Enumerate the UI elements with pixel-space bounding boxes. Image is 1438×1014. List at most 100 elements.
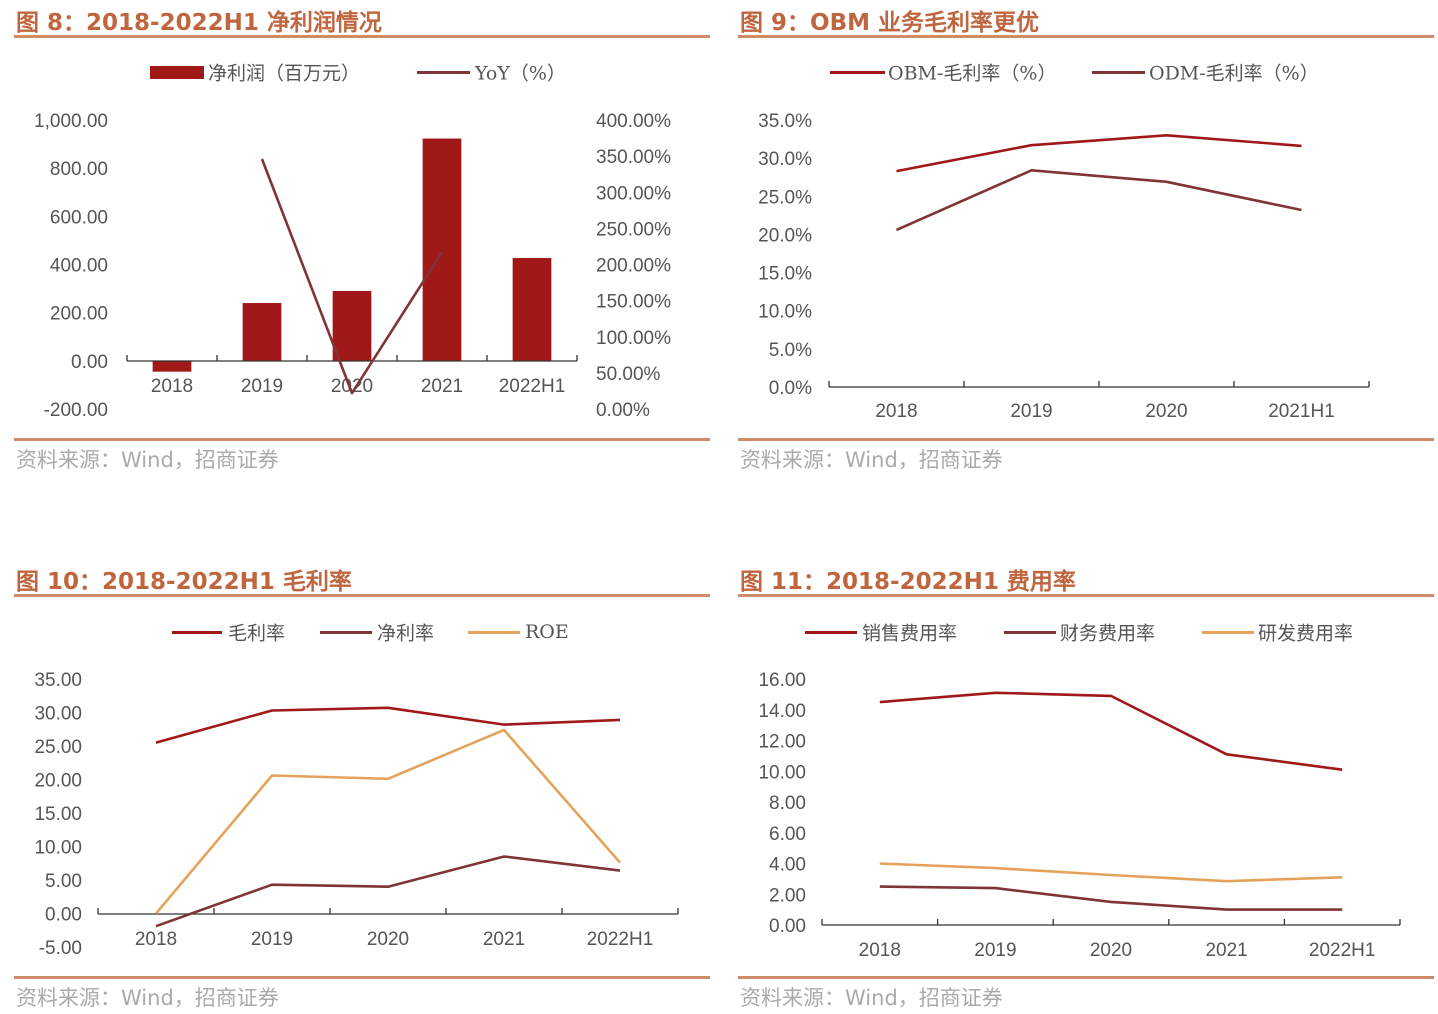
legend-obm: OBM-毛利率（%） [888,62,1057,85]
chart1-series-line-0 [896,134,1302,173]
chart9-title: 图 9：OBM 业务毛利率更优 [740,10,1039,36]
legend-yoy: YoY（%） [475,62,566,85]
legend-swatch-rd-expense [1202,631,1254,634]
chart3-ytick-label: 12.00 [758,732,806,753]
chart3-ytick-label: 10.00 [758,762,806,783]
chart0-y2tick-label: 400.00% [596,111,671,132]
chart0-ytick-label: 600.00 [50,207,108,228]
chart0-series-line-1 [260,158,444,395]
chart0-bar-2021 [422,138,462,361]
chart0-y2tick-label: 150.00% [596,292,671,313]
legend-selling-expense: 销售费用率 [862,622,958,645]
chart0-bar-2020 [332,290,372,361]
chart2-category-label: 2020 [367,929,409,950]
chart1-ytick-label: 20.0% [758,225,812,246]
chart0-category-label: 2018 [151,376,193,397]
chart3-category-label: 2022H1 [1309,940,1376,961]
chart1-category-label: 2018 [875,401,917,422]
chart3-ytick-label: 6.00 [769,824,806,845]
chart1-category-label: 2019 [1010,401,1052,422]
chart0-y2tick-label: 0.00% [596,400,650,421]
chart2-ytick-label: 25.00 [34,737,82,758]
legend-net-profit: 净利润（百万元） [208,62,361,85]
legend-gross-margin: 毛利率 [228,622,286,645]
chart3-category-label: 2021 [1205,940,1247,961]
chart1-series-line-1 [895,169,1302,232]
chart3-series-line-0 [879,691,1343,771]
chart2-ytick-label: 35.00 [34,670,82,691]
legend-rd-expense: 研发费用率 [1258,622,1354,645]
chart8-title: 图 8：2018-2022H1 净利润情况 [16,10,382,36]
chart1-category-label: 2020 [1145,401,1187,422]
chart0-category-label: 2020 [331,376,373,397]
chart0-bar-2019 [242,303,282,361]
chart0-category-label: 2022H1 [499,376,566,397]
legend-swatch-gross-margin [172,631,222,634]
chart8-bottom-rule [14,438,710,441]
chart2-series-line-2 [155,728,621,915]
chart3-ytick-label: 4.00 [769,855,806,876]
chart2-category-label: 2018 [135,929,177,950]
chart1-ytick-label: 0.0% [769,378,812,399]
chart2-category-label: 2019 [251,929,293,950]
chart0-y2tick-label: 250.00% [596,219,671,240]
chart0-y2tick-label: 50.00% [596,364,661,385]
legend-swatch-yoy [417,71,470,74]
chart3-ytick-label: 14.00 [758,701,806,722]
chart10-title: 图 10：2018-2022H1 毛利率 [16,569,352,595]
chart8-top-rule [14,35,710,38]
chart2-series-line-1 [155,855,621,928]
chart2-category-label: 2022H1 [587,929,654,950]
chart10-top-rule [14,594,710,597]
chart0-y2tick-label: 200.00% [596,256,671,277]
chart3-ytick-label: 0.00 [769,916,806,937]
chart9-bottom-rule [738,438,1434,441]
chart0-ytick-label: 0.00 [71,352,108,373]
chart9-top-rule [738,35,1434,38]
chart11-title: 图 11：2018-2022H1 费用率 [740,569,1076,595]
chart0-y2tick-label: 300.00% [596,183,671,204]
chart0-ytick-label: 1,000.00 [34,111,108,132]
legend-odm: ODM-毛利率（%） [1149,62,1319,85]
chart1-ytick-label: 5.0% [769,340,812,361]
chart0-y2tick-label: 100.00% [596,328,671,349]
chart3-series-line-2 [879,862,1343,883]
legend-swatch-net-margin [320,631,372,634]
chart3-ytick-label: 8.00 [769,793,806,814]
chart8-source: 资料来源：Wind，招商证券 [16,448,279,472]
chart2-series-line-0 [155,706,621,744]
chart0-bar-2022H1 [512,257,552,361]
legend-roe: ROE [525,621,569,643]
chart0-category-label: 2019 [241,376,283,397]
chart11-top-rule [738,594,1434,597]
chart0-ytick-label: -200.00 [44,400,108,421]
chart2-ytick-label: 0.00 [45,905,82,926]
chart2-category-label: 2021 [483,929,525,950]
legend-swatch-obm [830,71,885,74]
chart11-source: 资料来源：Wind，招商证券 [740,986,1003,1010]
chart0-category-label: 2021 [421,376,463,397]
chart3-ytick-label: 16.00 [758,670,806,691]
chart11-bottom-rule [738,976,1434,979]
chart2-ytick-label: 30.00 [34,704,82,725]
chart3-category-label: 2020 [1090,940,1132,961]
chart1-ytick-label: 15.0% [758,264,812,285]
chart2-ytick-label: 20.00 [34,771,82,792]
chart0-ytick-label: 400.00 [50,256,108,277]
chart10-source: 资料来源：Wind，招商证券 [16,986,279,1010]
chart0-bar-2018 [152,360,192,372]
chart10-bottom-rule [14,976,710,979]
chart9-source: 资料来源：Wind，招商证券 [740,448,1003,472]
chart0-ytick-label: 200.00 [50,304,108,325]
chart2-ytick-label: 5.00 [45,871,82,892]
chart2-ytick-label: -5.00 [39,938,82,959]
chart3-series-line-1 [879,885,1343,911]
chart0-y2tick-label: 350.00% [596,147,671,168]
chart3-category-label: 2019 [974,940,1016,961]
legend-swatch-roe [468,631,520,634]
legend-swatch-financial-expense [1004,631,1056,634]
legend-swatch-selling-expense [805,631,857,634]
chart3-category-label: 2018 [859,940,901,961]
chart1-ytick-label: 30.0% [758,149,812,170]
